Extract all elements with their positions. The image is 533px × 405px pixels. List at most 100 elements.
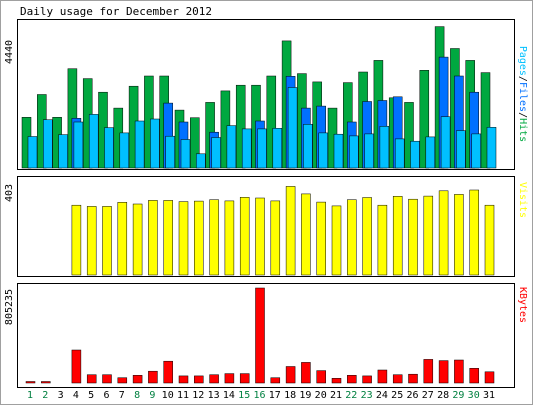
kbytes-bar — [117, 377, 128, 384]
day-label: 26 — [406, 390, 418, 401]
kbytes-bar — [194, 375, 204, 384]
pages-bar — [440, 116, 451, 169]
kbytes-bar — [132, 375, 143, 384]
kbytes-bar — [316, 370, 326, 384]
kbytes-bar — [209, 374, 219, 384]
pages-bar — [241, 128, 252, 169]
visits-bar — [178, 201, 189, 276]
kbytes-bar — [41, 381, 51, 384]
pages-bar — [226, 125, 237, 169]
day-label: 12 — [192, 390, 204, 401]
visits-bar — [423, 195, 434, 276]
kbytes-bar — [347, 375, 357, 384]
visits-bar — [194, 200, 204, 276]
day-label: 25 — [391, 390, 403, 401]
kbytes-bar — [148, 370, 158, 384]
day-label: 3 — [58, 390, 64, 401]
pages-bar — [486, 127, 497, 169]
day-label: 18 — [284, 390, 296, 401]
visits-bar — [438, 190, 449, 276]
day-label: 4 — [73, 390, 79, 401]
kbytes-bar — [331, 378, 342, 384]
visits-bars — [71, 186, 495, 276]
day-label: 21 — [330, 390, 342, 401]
pages-bar — [211, 137, 221, 169]
visits-ymax-label: 403 — [4, 184, 15, 202]
hits-files-pages-bars — [21, 26, 497, 169]
visits-bar — [285, 186, 296, 276]
day-label: 10 — [162, 390, 174, 401]
kbytes-bar — [25, 381, 36, 384]
visits-bar — [102, 206, 112, 276]
visits-bar — [392, 196, 403, 276]
pages-bar — [287, 87, 298, 169]
visits-bar — [117, 202, 128, 276]
legend-files: Files — [517, 82, 528, 112]
visits-bar — [163, 200, 173, 276]
kbytes-bar — [86, 374, 97, 384]
pages-bar — [471, 133, 481, 169]
visits-bar — [71, 204, 82, 276]
kbytes-bar — [484, 371, 495, 384]
pages-bar — [303, 124, 313, 169]
pages-bar — [73, 121, 84, 169]
visits-bar — [408, 198, 418, 276]
pages-bar — [150, 118, 160, 169]
visits-bar — [377, 204, 388, 276]
legend-sep-2: / — [517, 112, 528, 118]
day-label: 6 — [103, 390, 109, 401]
kbytes-bar — [255, 287, 265, 384]
visits-bar — [316, 201, 326, 276]
kbytes-bar — [285, 366, 296, 384]
pages-bar — [349, 135, 359, 169]
pages-bar — [165, 135, 175, 169]
day-label: 24 — [376, 390, 388, 401]
visits-bar — [469, 189, 479, 276]
kbytes-bar — [408, 373, 418, 384]
legend-hits: Hits — [517, 118, 528, 142]
pages-bar — [364, 133, 374, 169]
pages-bar — [333, 133, 344, 169]
hits-panel-legend: Pages/Files/Hits — [517, 46, 528, 142]
day-label: 28 — [437, 390, 449, 401]
day-label: 23 — [361, 390, 373, 401]
kbytes-bar — [102, 374, 112, 384]
day-label: 27 — [422, 390, 434, 401]
visits-panel — [17, 176, 515, 277]
pages-bar — [180, 139, 191, 169]
day-label: 8 — [134, 390, 140, 401]
visits-bar — [270, 200, 281, 276]
legend-pages: Pages — [517, 46, 528, 76]
legend-kbytes: KBytes — [517, 287, 528, 323]
visits-bar — [347, 199, 357, 276]
pages-bar — [58, 134, 68, 169]
pages-bar — [410, 140, 420, 169]
pages-bar — [456, 130, 466, 169]
hits-ymax-label: 4440 — [4, 40, 15, 64]
visits-bar — [331, 205, 342, 276]
day-label: 7 — [119, 390, 125, 401]
pages-bar — [27, 136, 38, 169]
kbytes-bar — [438, 360, 449, 384]
pages-bar — [318, 132, 328, 169]
day-label: 9 — [149, 390, 155, 401]
legend-visits: Visits — [517, 182, 528, 218]
kbytes-panel — [17, 283, 515, 388]
hits-bar — [419, 70, 430, 169]
visits-bar — [362, 197, 372, 276]
pages-bar — [425, 136, 436, 169]
visits-bar — [86, 206, 97, 276]
day-label: 22 — [345, 390, 357, 401]
day-label: 20 — [315, 390, 327, 401]
kbytes-ymax-label: 805235 — [4, 289, 15, 325]
day-label: 1 — [27, 390, 33, 401]
pages-bar — [196, 153, 206, 169]
visits-bar — [454, 194, 464, 276]
pages-bar — [104, 127, 114, 169]
kbytes-bar — [362, 375, 372, 384]
kbytes-bar — [163, 360, 173, 384]
day-label: 31 — [483, 390, 495, 401]
day-label: 30 — [468, 390, 480, 401]
visits-bar — [484, 204, 495, 276]
kbytes-bar — [239, 373, 250, 384]
